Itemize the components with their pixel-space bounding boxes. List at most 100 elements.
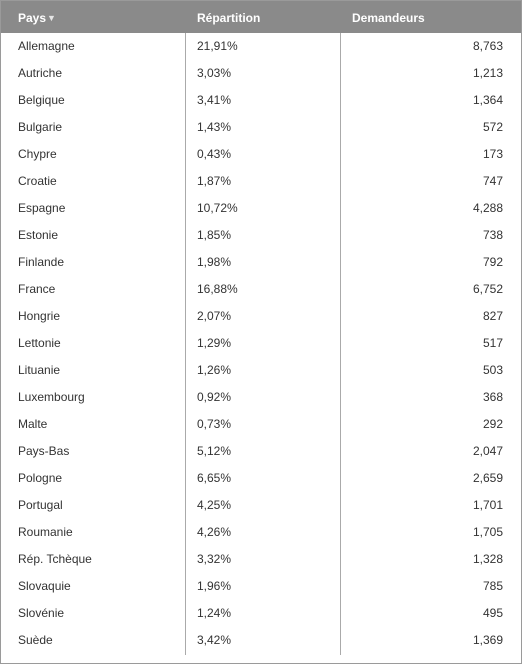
cell-demandeurs: 517 (482, 336, 503, 350)
table-row: Roumanie 4,26% 1,705 (1, 519, 521, 546)
cell-demandeurs: 173 (482, 147, 503, 161)
cell-pays: Roumanie (18, 525, 73, 539)
cell-repartition: 3,03% (197, 66, 232, 80)
cell-demandeurs: 827 (482, 309, 503, 323)
cell-demandeurs: 8,763 (472, 39, 503, 53)
cell-demandeurs: 292 (482, 417, 503, 431)
cell-demandeurs: 503 (482, 363, 503, 377)
cell-demandeurs: 738 (482, 228, 503, 242)
cell-repartition: 4,26% (197, 525, 232, 539)
cell-repartition: 16,88% (197, 282, 238, 296)
cell-pays: Hongrie (18, 309, 61, 323)
table-row: Autriche 3,03% 1,213 (1, 60, 521, 87)
table-body: Allemagne 21,91% 8,763 Autriche 3,03% 1,213 Be… (1, 33, 521, 654)
cell-demandeurs: 1,705 (472, 525, 503, 539)
table-row: Belgique 3,41% 1,364 (1, 87, 521, 114)
cell-pays: Luxembourg (18, 390, 85, 404)
cell-pays: Belgique (18, 93, 65, 107)
cell-pays: Autriche (18, 66, 63, 80)
cell-pays: Estonie (18, 228, 59, 242)
cell-pays: Croatie (18, 174, 57, 188)
cell-demandeurs: 1,369 (472, 633, 503, 647)
cell-repartition: 3,42% (197, 633, 232, 647)
cell-pays: Allemagne (18, 39, 75, 53)
table-row: Pologne 6,65% 2,659 (1, 465, 521, 492)
table-row: Hongrie 2,07% 827 (1, 303, 521, 330)
table-row: Croatie 1,87% 747 (1, 168, 521, 195)
cell-pays: Malte (18, 417, 48, 431)
table-row: Slovénie 1,24% 495 (1, 600, 521, 627)
cell-demandeurs: 1,328 (472, 552, 503, 566)
table-row: France 16,88% 6,752 (1, 276, 521, 303)
column-header-repartition[interactable]: Répartition (197, 11, 261, 25)
cell-repartition: 0,43% (197, 147, 232, 161)
cell-repartition: 3,41% (197, 93, 232, 107)
table-header: Pays▼ Répartition Demandeurs (1, 1, 521, 33)
cell-repartition: 1,24% (197, 606, 232, 620)
table-row: Chypre 0,43% 173 (1, 141, 521, 168)
cell-repartition: 0,92% (197, 390, 232, 404)
cell-pays: Lettonie (18, 336, 61, 350)
cell-repartition: 1,85% (197, 228, 232, 242)
cell-repartition: 5,12% (197, 444, 232, 458)
column-divider (340, 33, 341, 655)
cell-repartition: 3,32% (197, 552, 232, 566)
table-row: Malte 0,73% 292 (1, 411, 521, 438)
cell-pays: France (18, 282, 56, 296)
cell-repartition: 21,91% (197, 39, 238, 53)
cell-pays: Pays-Bas (18, 444, 70, 458)
cell-demandeurs: 2,047 (472, 444, 503, 458)
cell-demandeurs: 1,364 (472, 93, 503, 107)
triangle-down-icon[interactable]: ▼ (47, 13, 56, 23)
cell-demandeurs: 495 (482, 606, 503, 620)
cell-pays: Finlande (18, 255, 65, 269)
cell-demandeurs: 572 (482, 120, 503, 134)
cell-pays: Slovénie (18, 606, 65, 620)
table-row: Bulgarie 1,43% 572 (1, 114, 521, 141)
cell-repartition: 0,73% (197, 417, 232, 431)
table-row: Estonie 1,85% 738 (1, 222, 521, 249)
cell-repartition: 1,29% (197, 336, 232, 350)
column-header-demandeurs[interactable]: Demandeurs (352, 11, 425, 25)
cell-repartition: 1,87% (197, 174, 232, 188)
cell-demandeurs: 368 (482, 390, 503, 404)
column-divider (185, 33, 186, 655)
table-row: Luxembourg 0,92% 368 (1, 384, 521, 411)
cell-pays: Espagne (18, 201, 66, 215)
cell-demandeurs: 4,288 (472, 201, 503, 215)
table-row: Lettonie 1,29% 517 (1, 330, 521, 357)
cell-demandeurs: 785 (482, 579, 503, 593)
cell-repartition: 1,98% (197, 255, 232, 269)
cell-demandeurs: 792 (482, 255, 503, 269)
cell-repartition: 10,72% (197, 201, 238, 215)
column-header-pays[interactable]: Pays▼ (18, 1, 56, 33)
table-row: Pays-Bas 5,12% 2,047 (1, 438, 521, 465)
cell-repartition: 1,43% (197, 120, 232, 134)
cell-demandeurs: 1,213 (472, 66, 503, 80)
cell-pays: Lituanie (18, 363, 61, 377)
cell-demandeurs: 6,752 (472, 282, 503, 296)
cell-pays: Slovaquie (18, 579, 71, 593)
table-row: Rép. Tchèque 3,32% 1,328 (1, 546, 521, 573)
cell-pays: Pologne (18, 471, 63, 485)
cell-repartition: 1,96% (197, 579, 232, 593)
cell-repartition: 1,26% (197, 363, 232, 377)
cell-repartition: 2,07% (197, 309, 232, 323)
cell-pays: Suède (18, 633, 53, 647)
cell-repartition: 4,25% (197, 498, 232, 512)
cell-demandeurs: 747 (482, 174, 503, 188)
cell-repartition: 6,65% (197, 471, 232, 485)
table-row: Portugal 4,25% 1,701 (1, 492, 521, 519)
table-row: Lituanie 1,26% 503 (1, 357, 521, 384)
cell-pays: Chypre (18, 147, 57, 161)
table-row: Finlande 1,98% 792 (1, 249, 521, 276)
cell-pays: Rép. Tchèque (18, 552, 92, 566)
table-row: Allemagne 21,91% 8,763 (1, 33, 521, 60)
column-header-pays-label: Pays (18, 11, 47, 25)
table-row: Suède 3,42% 1,369 (1, 627, 521, 654)
table-row: Slovaquie 1,96% 785 (1, 573, 521, 600)
cell-demandeurs: 2,659 (472, 471, 503, 485)
cell-pays: Bulgarie (18, 120, 63, 134)
cell-demandeurs: 1,701 (472, 498, 503, 512)
